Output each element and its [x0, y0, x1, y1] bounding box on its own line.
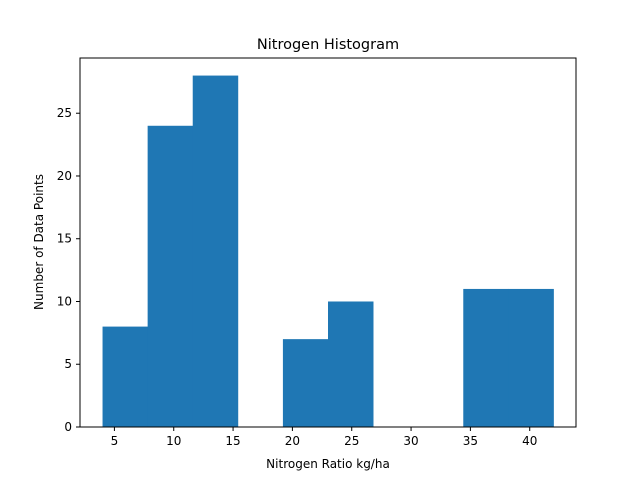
- x-axis-label: Nitrogen Ratio kg/ha: [266, 457, 390, 471]
- plot-frame: [79, 57, 577, 428]
- y-tick-label: 0: [64, 420, 72, 434]
- histogram-bar: [102, 326, 149, 427]
- y-axis-ticks: 0 5 10 15 20 25: [57, 106, 80, 434]
- x-tick-label: 20: [285, 434, 300, 448]
- x-tick-label: 15: [225, 434, 240, 448]
- x-tick-label: 25: [344, 434, 359, 448]
- histogram-bar: [282, 339, 329, 427]
- x-axis-ticks: 5 10 15 20 25 30 35 40: [111, 427, 537, 448]
- y-tick-label: 20: [57, 169, 72, 183]
- y-tick-label: 5: [64, 357, 72, 371]
- histogram-bar: [192, 75, 239, 428]
- histogram-bar: [463, 288, 509, 427]
- y-tick-label: 10: [57, 294, 72, 308]
- histogram-bar: [508, 288, 554, 427]
- y-axis-label: Number of Data Points: [32, 174, 46, 310]
- histogram-bar: [147, 125, 194, 427]
- y-tick-label: 15: [57, 232, 72, 246]
- y-tick-label: 25: [57, 106, 72, 120]
- histogram-bar: [328, 301, 374, 427]
- x-tick-label: 10: [166, 434, 181, 448]
- x-tick-label: 5: [111, 434, 119, 448]
- bars-group: [102, 75, 554, 428]
- x-tick-label: 40: [522, 434, 537, 448]
- chart-title: Nitrogen Histogram: [257, 37, 399, 53]
- x-tick-label: 30: [403, 434, 418, 448]
- x-tick-label: 35: [463, 434, 478, 448]
